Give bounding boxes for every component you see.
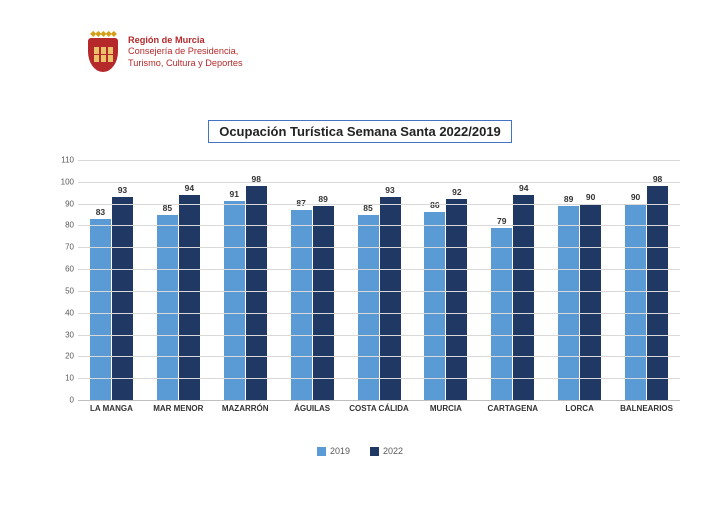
org-logo-text: Región de Murcia Consejería de Presidenc… — [128, 35, 243, 70]
bar-value-label: 89 — [558, 194, 579, 204]
y-axis-tick-label: 100 — [50, 177, 74, 186]
bar-chart: 839385949198878985938692799489909098 010… — [50, 160, 680, 420]
bar-value-label: 94 — [513, 183, 534, 193]
bar-2022: 93 — [112, 197, 133, 400]
org-name: Región de Murcia — [128, 35, 243, 47]
bars-container: 839385949198878985938692799489909098 — [78, 160, 680, 400]
bar-2019: 85 — [157, 215, 178, 400]
plot-area: 839385949198878985938692799489909098 010… — [78, 160, 680, 401]
bar-2022: 90 — [580, 204, 601, 400]
grid-line — [78, 160, 680, 161]
grid-line — [78, 356, 680, 357]
grid-line — [78, 313, 680, 314]
category-label: BALNEARIOS — [613, 404, 680, 413]
category-label: CARTAGENA — [479, 404, 546, 413]
y-axis-tick-label: 80 — [50, 221, 74, 230]
category-label: COSTA CÁLIDA — [346, 404, 413, 413]
category-label: ÁGUILAS — [279, 404, 346, 413]
bar-value-label: 93 — [380, 185, 401, 195]
y-axis-tick-label: 110 — [50, 156, 74, 165]
y-axis-tick-label: 20 — [50, 352, 74, 361]
bar-2019: 85 — [358, 215, 379, 400]
shield-icon: ◆◆◆◆◆ — [86, 30, 120, 74]
legend-label: 2019 — [330, 446, 350, 456]
y-axis-tick-label: 50 — [50, 286, 74, 295]
legend-label: 2022 — [383, 446, 403, 456]
category-label: LA MANGA — [78, 404, 145, 413]
y-axis-tick-label: 40 — [50, 308, 74, 317]
bar-2019: 89 — [558, 206, 579, 400]
y-axis-tick-label: 0 — [50, 396, 74, 405]
org-dept-line1: Consejería de Presidencia, — [128, 46, 243, 58]
bar-2019: 91 — [224, 201, 245, 400]
bar-value-label: 79 — [491, 216, 512, 226]
org-dept-line2: Turismo, Cultura y Deportes — [128, 58, 243, 70]
bar-2019: 86 — [424, 212, 445, 400]
bar-value-label: 94 — [179, 183, 200, 193]
bar-2019: 90 — [625, 204, 646, 400]
grid-line — [78, 247, 680, 248]
bar-2022: 98 — [246, 186, 267, 400]
bar-2022: 93 — [380, 197, 401, 400]
legend-swatch — [370, 447, 379, 456]
bar-2022: 92 — [446, 199, 467, 400]
bar-2019: 83 — [90, 219, 111, 400]
chart-title: Ocupación Turística Semana Santa 2022/20… — [208, 120, 512, 143]
bar-value-label: 91 — [224, 189, 245, 199]
category-label: MAZARRÓN — [212, 404, 279, 413]
bar-2022: 98 — [647, 186, 668, 400]
shield-body — [88, 38, 118, 72]
bar-2022: 89 — [313, 206, 334, 400]
bar-value-label: 90 — [580, 192, 601, 202]
grid-line — [78, 335, 680, 336]
grid-line — [78, 378, 680, 379]
category-label: MAR MENOR — [145, 404, 212, 413]
grid-line — [78, 269, 680, 270]
category-label: MURCIA — [412, 404, 479, 413]
grid-line — [78, 225, 680, 226]
bar-value-label: 92 — [446, 187, 467, 197]
legend-item-2019: 2019 — [317, 446, 350, 456]
y-axis-tick-label: 30 — [50, 330, 74, 339]
grid-line — [78, 291, 680, 292]
bar-value-label: 83 — [90, 207, 111, 217]
crown-icon: ◆◆◆◆◆ — [90, 30, 116, 38]
bar-2019: 79 — [491, 228, 512, 400]
grid-line — [78, 182, 680, 183]
legend-swatch — [317, 447, 326, 456]
y-axis-tick-label: 60 — [50, 265, 74, 274]
org-logo-block: ◆◆◆◆◆ Región de Murcia Consejería de Pre… — [86, 30, 243, 74]
bar-2019: 87 — [291, 210, 312, 400]
bar-value-label: 93 — [112, 185, 133, 195]
bar-value-label: 86 — [424, 200, 445, 210]
grid-line — [78, 204, 680, 205]
chart-title-wrap: Ocupación Turística Semana Santa 2022/20… — [0, 120, 720, 143]
chart-legend: 2019 2022 — [0, 446, 720, 458]
y-axis-tick-label: 90 — [50, 199, 74, 208]
y-axis-tick-label: 70 — [50, 243, 74, 252]
bar-value-label: 90 — [625, 192, 646, 202]
y-axis-tick-label: 10 — [50, 374, 74, 383]
category-label: LORCA — [546, 404, 613, 413]
legend-item-2022: 2022 — [370, 446, 403, 456]
bar-value-label: 89 — [313, 194, 334, 204]
